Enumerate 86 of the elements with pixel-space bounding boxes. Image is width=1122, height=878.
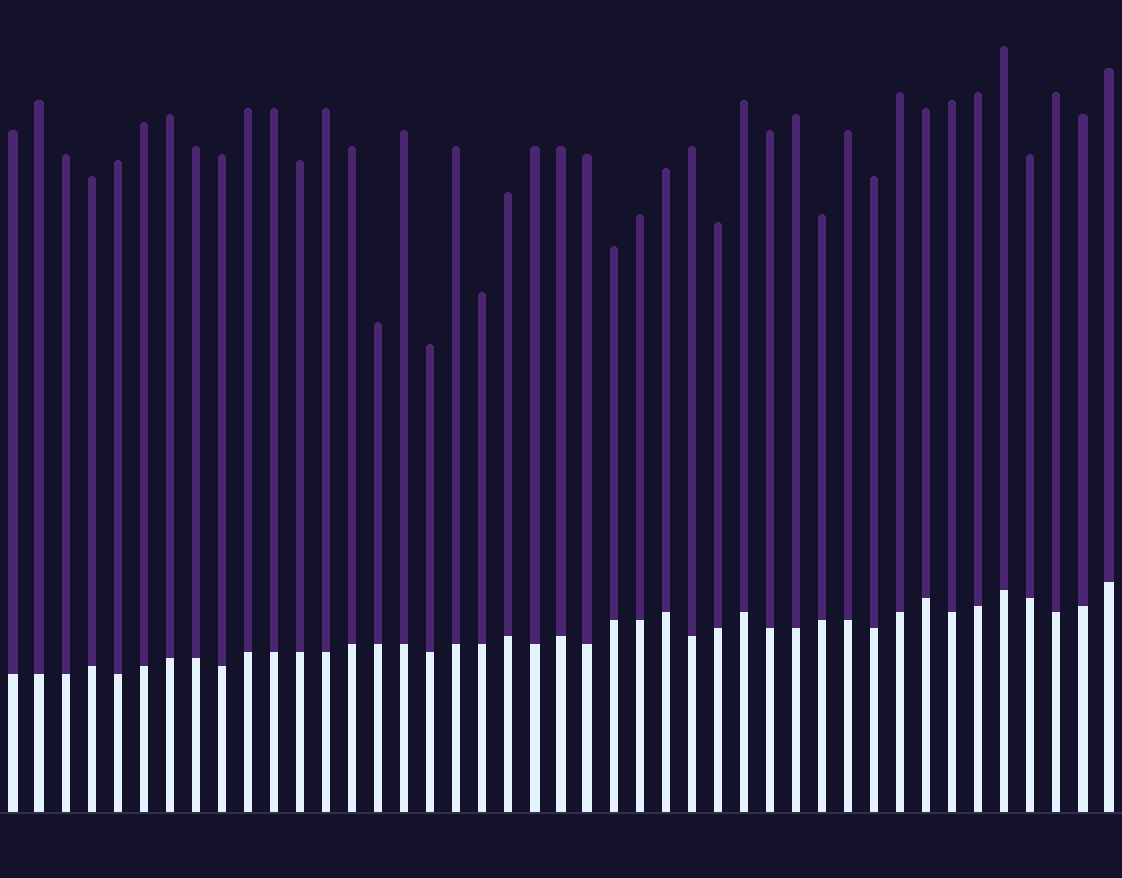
bar xyxy=(1104,68,1114,582)
bar xyxy=(374,322,382,644)
bar xyxy=(478,292,486,644)
bar xyxy=(688,636,696,812)
bar xyxy=(504,636,512,812)
bar xyxy=(948,100,956,612)
bar xyxy=(870,628,878,812)
bar xyxy=(218,666,226,812)
bar xyxy=(478,644,486,812)
bar xyxy=(296,160,304,652)
bar xyxy=(662,612,670,812)
bar xyxy=(662,168,670,612)
bar xyxy=(218,154,226,666)
bar xyxy=(766,130,774,628)
bar xyxy=(974,92,982,606)
bar xyxy=(688,146,696,636)
bar xyxy=(244,652,252,812)
bar xyxy=(426,344,434,652)
bar xyxy=(610,620,618,812)
bar xyxy=(530,146,540,644)
bar xyxy=(322,108,330,652)
bar xyxy=(426,652,434,812)
bar xyxy=(88,176,96,666)
bar xyxy=(922,598,930,812)
bar xyxy=(1078,606,1088,812)
bar xyxy=(1052,92,1060,612)
bar xyxy=(114,674,122,812)
bar xyxy=(8,674,18,812)
bar xyxy=(610,246,618,620)
bar xyxy=(1000,46,1008,590)
bar xyxy=(374,644,382,812)
bar xyxy=(1052,612,1060,812)
bar xyxy=(504,192,512,636)
bar xyxy=(1104,582,1114,812)
bar xyxy=(1026,598,1034,812)
bar xyxy=(270,108,278,652)
bar xyxy=(192,146,200,658)
bar xyxy=(62,154,70,674)
bar xyxy=(166,114,174,658)
bar xyxy=(636,214,644,620)
bar xyxy=(1078,114,1088,606)
bar xyxy=(636,620,644,812)
bar xyxy=(244,108,252,652)
bar xyxy=(452,644,460,812)
bar xyxy=(714,222,722,628)
bar xyxy=(792,114,800,628)
bar xyxy=(844,130,852,620)
bar xyxy=(766,628,774,812)
bar xyxy=(140,666,148,812)
bar xyxy=(348,644,356,812)
bar xyxy=(582,644,592,812)
bar xyxy=(348,146,356,644)
bar xyxy=(34,674,44,812)
bar xyxy=(714,628,722,812)
bar xyxy=(896,612,904,812)
bar xyxy=(140,122,148,666)
bar xyxy=(582,154,592,644)
bar xyxy=(974,606,982,812)
bar xyxy=(8,130,18,674)
bar xyxy=(922,108,930,598)
bar xyxy=(740,100,748,612)
bar xyxy=(270,652,278,812)
bar xyxy=(88,666,96,812)
bar xyxy=(62,674,70,812)
bar xyxy=(556,146,566,636)
bar xyxy=(166,658,174,812)
bar xyxy=(530,644,540,812)
bar xyxy=(192,658,200,812)
bar xyxy=(844,620,852,812)
bar xyxy=(792,628,800,812)
bar xyxy=(1026,154,1034,598)
bar xyxy=(114,160,122,674)
bar xyxy=(896,92,904,612)
bar xyxy=(1000,590,1008,812)
bar xyxy=(400,130,408,644)
bar xyxy=(740,612,748,812)
bar xyxy=(296,652,304,812)
bar xyxy=(34,100,44,674)
bar xyxy=(818,620,826,812)
bar xyxy=(948,612,956,812)
bar xyxy=(818,214,826,620)
bar xyxy=(452,146,460,644)
bar xyxy=(870,176,878,628)
bar xyxy=(322,652,330,812)
bar xyxy=(556,636,566,812)
bar xyxy=(400,644,408,812)
